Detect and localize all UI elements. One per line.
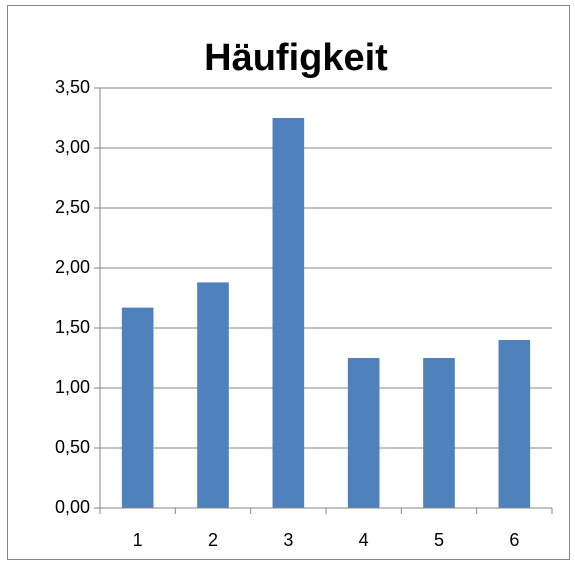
x-tick-label: 1 xyxy=(133,530,143,550)
x-tick-label: 5 xyxy=(434,530,444,550)
bar xyxy=(197,282,229,508)
y-tick-label: 0,00 xyxy=(55,497,90,517)
x-tick-label: 2 xyxy=(208,530,218,550)
y-tick-label: 0,50 xyxy=(55,437,90,457)
y-tick-label: 1,50 xyxy=(55,317,90,337)
x-tick-label: 4 xyxy=(359,530,369,550)
y-tick-label: 3,00 xyxy=(55,137,90,157)
bar xyxy=(121,307,154,508)
bar xyxy=(498,340,531,508)
y-tick-label: 2,50 xyxy=(55,197,90,217)
chart-title: Häufigkeit xyxy=(204,37,388,79)
y-tick-label: 1,00 xyxy=(55,377,90,397)
x-tick-label: 3 xyxy=(283,530,293,550)
y-tick-label: 2,00 xyxy=(55,257,90,277)
x-tick-label: 6 xyxy=(509,530,519,550)
bar xyxy=(347,358,380,508)
bar xyxy=(423,358,455,508)
y-tick-label: 3,50 xyxy=(55,77,90,97)
bar xyxy=(272,118,305,508)
